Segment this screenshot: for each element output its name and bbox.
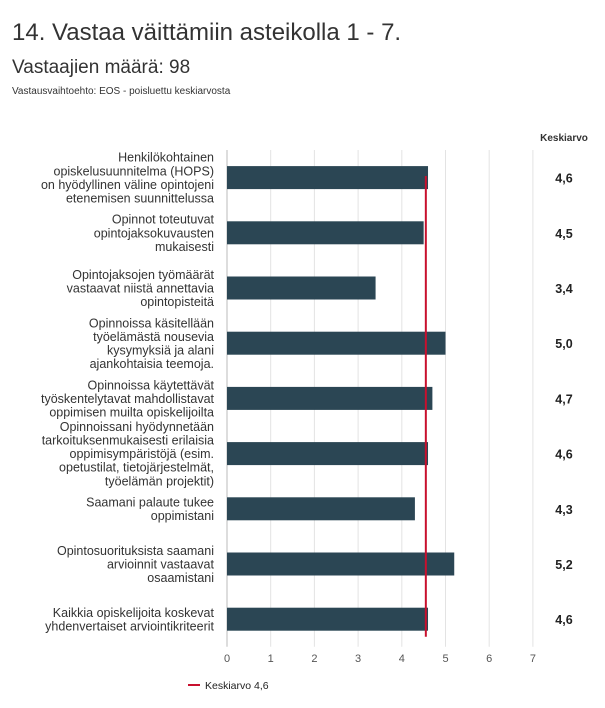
value-label: 4,6 — [555, 448, 572, 462]
value-label: 4,7 — [555, 392, 572, 406]
category-label: Opinnoissani hyödynnetään — [60, 420, 214, 434]
category-label: vastaavat niistä annettavia — [67, 282, 214, 296]
x-tick-label: 5 — [442, 653, 448, 665]
legend-label: Keskiarvo 4,6 — [205, 680, 269, 692]
category-label: opintojaksokuvausten — [94, 226, 214, 240]
category-label: on hyödyllinen väline opintojeni — [41, 178, 214, 192]
category-label: kysymyksiä ja alani — [107, 344, 214, 358]
x-tick-label: 0 — [224, 653, 230, 665]
category-label: työelämän projektit) — [105, 474, 214, 488]
bar — [227, 552, 455, 576]
category-label: Kaikkia opiskelijoita koskevat — [53, 606, 215, 620]
x-tick-label: 7 — [530, 653, 536, 665]
x-tick-label: 3 — [355, 653, 361, 665]
category-label: opintopisteitä — [140, 295, 214, 309]
category-label: etenemisen suunnittelussa — [66, 192, 214, 206]
category-label: työskentelytavat mahdollistavat — [41, 392, 215, 406]
value-label: 4,6 — [555, 613, 572, 627]
x-tick-label: 6 — [486, 653, 492, 665]
respondent-count: Vastaajien määrä: 98 — [12, 57, 191, 78]
category-label: arvioinnit vastaavat — [107, 558, 215, 572]
bar — [227, 166, 429, 190]
category-label: Opintosuorituksista saamani — [57, 544, 214, 558]
page-title: 14. Vastaa väittämiin asteikolla 1 - 7. — [12, 19, 402, 46]
bar — [227, 607, 429, 631]
category-label: työelämästä nousevia — [93, 330, 214, 344]
category-label: Opinnot toteutuvat — [112, 213, 215, 227]
value-label: 4,5 — [555, 227, 572, 241]
bar — [227, 442, 429, 466]
category-label: mukaisesti — [155, 240, 214, 254]
category-label: ajankohtaisia teemoja. — [90, 357, 214, 371]
bar — [227, 497, 415, 521]
category-label: yhdenvertaiset arviointikriteerit — [45, 620, 214, 634]
category-label: Opinnoissa käsitellään — [89, 316, 214, 330]
value-label: 4,6 — [555, 172, 572, 186]
category-label: oppimistani — [151, 509, 214, 523]
value-label: 5,0 — [555, 337, 572, 351]
category-label: osaamistani — [147, 571, 214, 585]
category-label: Opintojaksojen työmäärät — [72, 268, 214, 282]
category-label: Saamani palaute tukee — [86, 496, 214, 510]
category-label: oppimisen muilta opiskelijoilta — [49, 406, 214, 420]
category-label: opetustilat, tietojärjestelmät, — [59, 461, 214, 475]
value-label: 4,3 — [555, 503, 572, 517]
category-label: Opinnoissa käytettävät — [88, 378, 215, 392]
category-label: opiskelusuunnitelma (HOPS) — [54, 164, 215, 178]
category-label: oppimisympäristöjä (esim. — [70, 447, 214, 461]
category-label: tarkoituksenmukaisesti erilaisia — [42, 434, 214, 448]
bar — [227, 331, 446, 355]
x-tick-label: 2 — [311, 653, 317, 665]
x-tick-label: 4 — [399, 653, 405, 665]
category-label: Henkilökohtainen — [118, 151, 214, 165]
value-label: 5,2 — [555, 558, 572, 572]
bar — [227, 276, 376, 300]
value-label: 3,4 — [555, 282, 572, 296]
answer-option-note: Vastausvaihtoehto: EOS - poisluettu kesk… — [12, 86, 231, 97]
bar — [227, 221, 424, 245]
x-tick-label: 1 — [268, 653, 274, 665]
bar — [227, 386, 433, 410]
value-column-header: Keskiarvo — [540, 133, 588, 144]
